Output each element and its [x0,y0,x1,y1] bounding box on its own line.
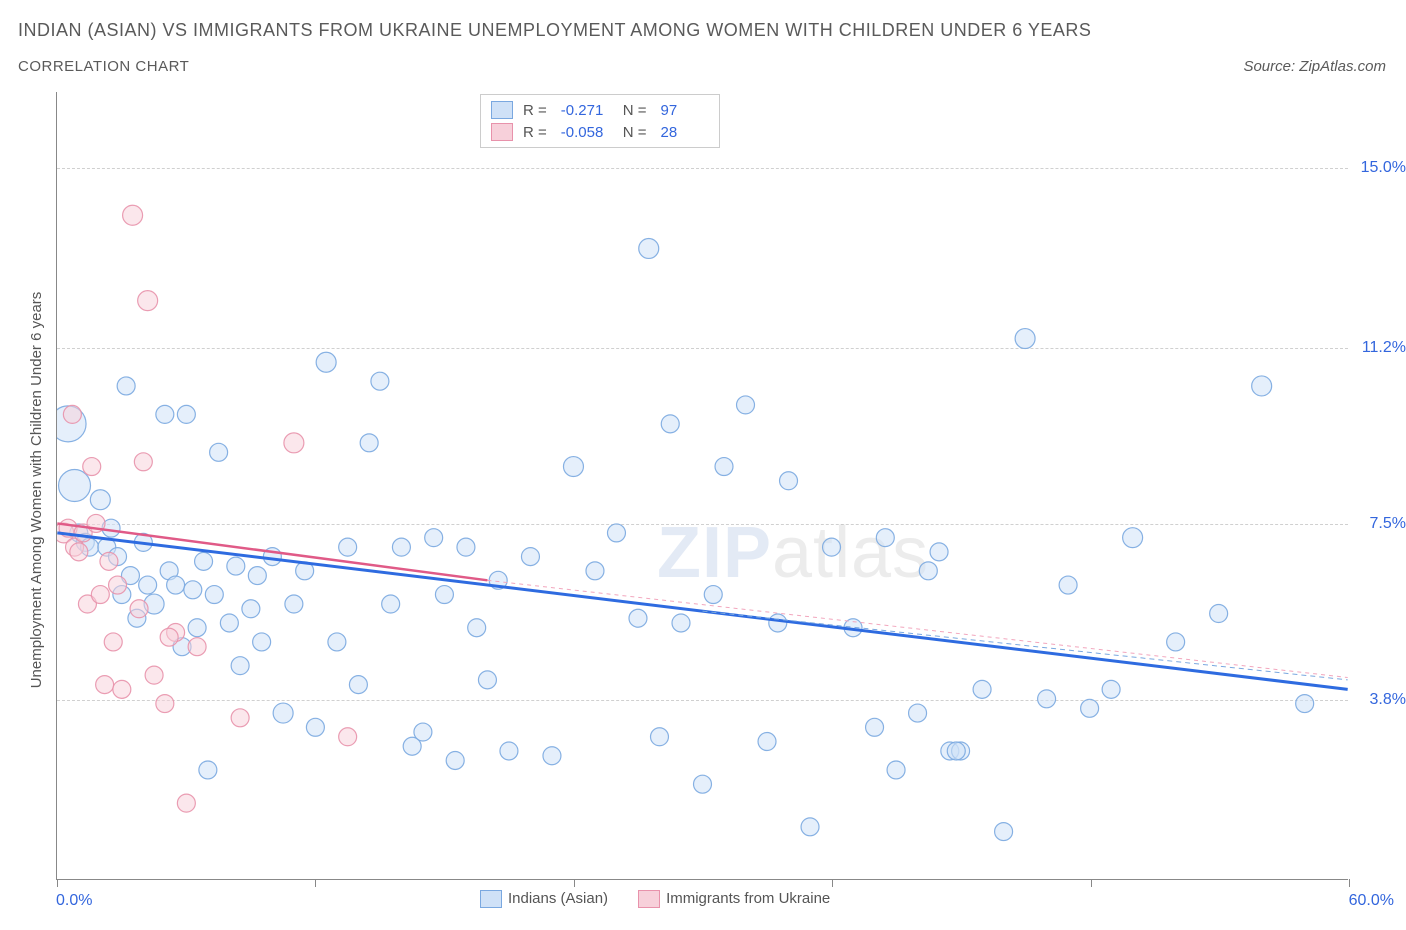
legend-item: Indians (Asian) [480,890,608,908]
chart-subtitle: CORRELATION CHART [18,58,189,75]
chart-title: INDIAN (ASIAN) VS IMMIGRANTS FROM UKRAIN… [18,20,1091,41]
legend-row: R =-0.058N =28 [491,121,709,143]
x-axis-max-label: 60.0% [1349,892,1394,910]
y-tick-label: 7.5% [1370,515,1406,533]
trend-line [57,523,487,580]
trend-lines-layer [57,92,1348,879]
plot-area: ZIPatlas 15.0%11.2%7.5%3.8% [56,92,1348,880]
x-tick [832,879,833,887]
x-axis-min-label: 0.0% [56,892,92,910]
legend-swatch [491,123,513,141]
legend-label: Indians (Asian) [508,890,608,907]
x-tick [1091,879,1092,887]
y-tick-label: 11.2% [1362,339,1406,357]
trend-line-extension [487,580,1347,677]
x-tick [574,879,575,887]
source-attribution: Source: ZipAtlas.com [1243,58,1386,75]
legend-label: Immigrants from Ukraine [666,890,830,907]
legend-values: R =-0.058N =28 [523,124,709,141]
series-legend: Indians (Asian) Immigrants from Ukraine [480,890,830,908]
y-axis-label: Unemployment Among Women with Children U… [28,292,45,689]
x-tick [1349,879,1350,887]
legend-row: R =-0.271N =97 [491,99,709,121]
x-tick [57,879,58,887]
legend-swatch [491,101,513,119]
legend-swatch [480,890,502,908]
x-tick [315,879,316,887]
legend-item: Immigrants from Ukraine [638,890,830,908]
legend-swatch [638,890,660,908]
legend-values: R =-0.271N =97 [523,102,709,119]
y-tick-label: 15.0% [1361,159,1406,177]
y-tick-label: 3.8% [1370,691,1406,709]
correlation-legend: R =-0.271N =97 R =-0.058N =28 [480,94,720,148]
